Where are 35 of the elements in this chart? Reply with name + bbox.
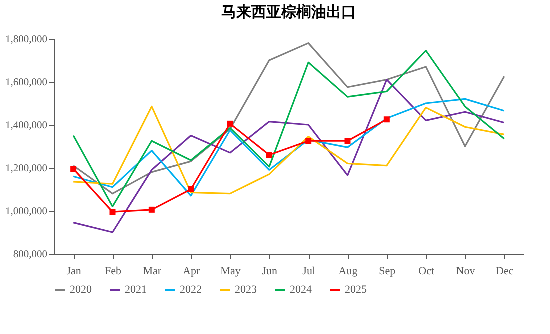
point [266, 152, 272, 158]
y-tick-label: 1,800,000 [6, 34, 48, 46]
x-tick-label: Nov [456, 266, 476, 278]
x-tick-label: Sep [379, 266, 396, 278]
x-tick-label: Jan [66, 266, 82, 278]
x-tick-label: Mar [143, 266, 162, 278]
point [110, 209, 116, 216]
x-tick-label: Dec [496, 266, 514, 278]
legend-label: 2024 [290, 284, 312, 296]
legend-label: 2025 [345, 284, 368, 296]
y-tick-label: 1,400,000 [6, 120, 48, 132]
y-tick-label: 1,000,000 [6, 206, 48, 218]
point [306, 138, 312, 144]
point [148, 206, 155, 213]
x-tick-label: May [220, 266, 242, 278]
y-tick-label: 1,200,000 [6, 164, 48, 174]
point [70, 166, 77, 172]
chart-title: 马来西亚棕榈油出口 [222, 3, 356, 21]
x-tick-label: Jun [262, 266, 278, 278]
point [384, 116, 390, 123]
x-tick-label: Jul [302, 266, 316, 278]
legend-label: 2021 [125, 284, 147, 296]
x-tick-label: Apr [183, 266, 200, 278]
y-tick-label: 1,600,000 [6, 78, 48, 88]
point [344, 138, 351, 144]
legend-label: 2022 [180, 284, 202, 296]
line-series [72, 79, 506, 234]
point [188, 186, 194, 192]
x-tick-label: Aug [338, 266, 358, 278]
legend-label: 2020 [70, 284, 92, 296]
point [227, 120, 234, 127]
y-tick-label: 800,000 [13, 250, 48, 260]
x-tick-label: Feb [105, 266, 122, 278]
legend-label: 2023 [235, 284, 258, 296]
x-tick-label: Oct [418, 266, 435, 278]
